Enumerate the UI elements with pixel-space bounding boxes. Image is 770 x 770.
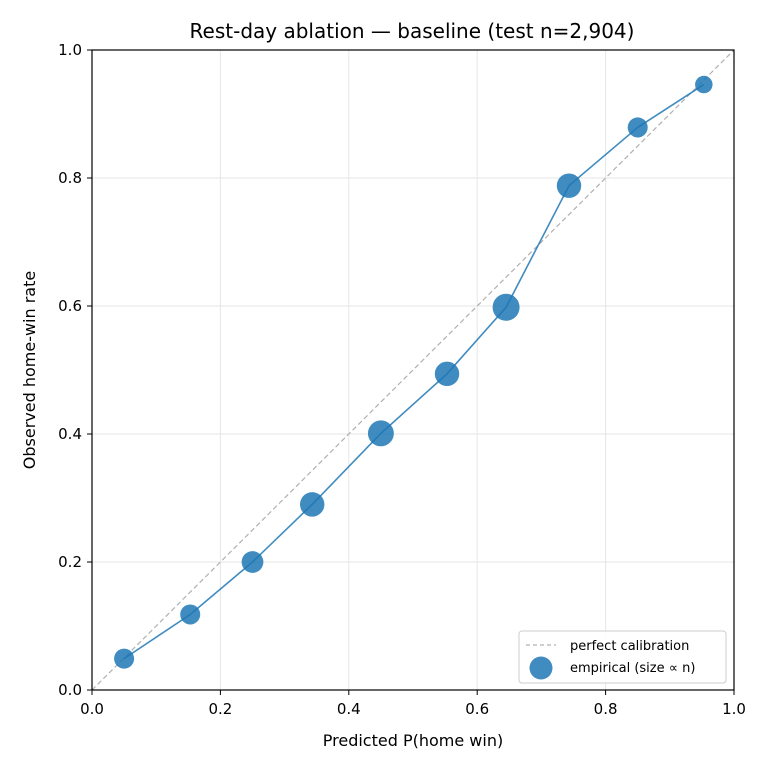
y-tick-label: 0.0 bbox=[58, 681, 82, 699]
empirical-point bbox=[114, 648, 135, 669]
y-tick-label: 0.4 bbox=[58, 425, 82, 443]
empirical-point bbox=[434, 361, 460, 387]
y-axis-label: Observed home-win rate bbox=[20, 271, 39, 469]
empirical-point bbox=[556, 173, 582, 198]
x-tick-label: 0.6 bbox=[465, 700, 489, 718]
empirical-point bbox=[492, 293, 520, 321]
x-tick-label: 0.2 bbox=[208, 700, 232, 718]
y-tick-label: 0.2 bbox=[58, 553, 82, 571]
x-tick-label: 0.4 bbox=[337, 700, 361, 718]
chart-title: Rest-day ablation — baseline (test n=2,9… bbox=[190, 19, 635, 43]
plot-frame bbox=[91, 49, 735, 691]
legend-empirical-label: empirical (size ∝ n) bbox=[570, 661, 695, 676]
empirical-line bbox=[123, 83, 705, 660]
empirical-point bbox=[695, 75, 713, 94]
legend-box bbox=[518, 630, 727, 684]
legend: perfect calibration empirical (size ∝ n) bbox=[518, 630, 727, 684]
x-tick-label: 0.0 bbox=[80, 700, 104, 718]
empirical-point bbox=[180, 604, 201, 625]
empirical-point bbox=[299, 492, 325, 517]
y-tick-label: 1.0 bbox=[58, 41, 82, 59]
axis-ticks: 0.0 0.2 0.4 0.6 0.8 1.0 0.0 0.2 0.4 0.6 0.8 1.0 bbox=[58, 41, 746, 718]
legend-empirical-swatch bbox=[529, 656, 553, 680]
legend-reference-label: perfect calibration bbox=[570, 639, 689, 654]
empirical-point bbox=[367, 420, 394, 447]
empirical-point bbox=[627, 117, 648, 138]
grid bbox=[91, 49, 735, 691]
x-tick-label: 1.0 bbox=[722, 700, 746, 718]
x-tick-label: 0.8 bbox=[594, 700, 618, 718]
empirical-point bbox=[241, 551, 264, 573]
series-layer bbox=[114, 75, 713, 669]
reference-layer bbox=[91, 49, 735, 691]
x-axis-label: Predicted P(home win) bbox=[323, 731, 503, 750]
y-tick-label: 0.8 bbox=[58, 169, 82, 187]
y-tick-label: 0.6 bbox=[58, 297, 82, 315]
perfect-calibration-line bbox=[91, 49, 735, 691]
